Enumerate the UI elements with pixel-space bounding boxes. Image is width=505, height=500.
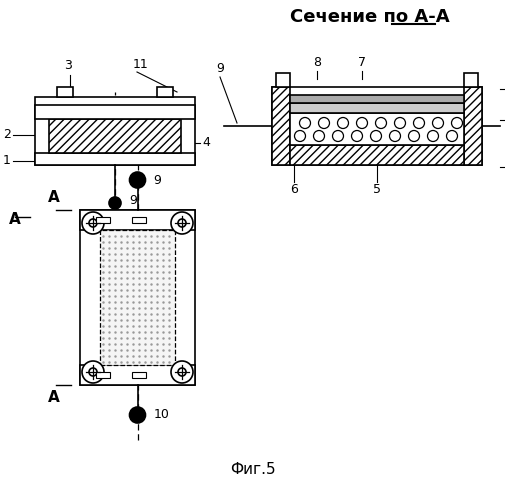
Circle shape [376,118,386,128]
Bar [80,365,195,385]
Bar [272,87,482,165]
Text: 8: 8 [313,56,321,69]
Circle shape [129,172,145,188]
Bar [49,119,181,153]
Text: 9: 9 [154,174,162,186]
Circle shape [332,130,343,141]
Text: 2: 2 [3,128,11,141]
Bar [96,217,110,223]
Bar [272,87,290,165]
Circle shape [394,118,406,128]
Text: A: A [48,390,60,404]
Circle shape [299,118,311,128]
Text: 5: 5 [373,183,381,196]
Circle shape [129,407,145,423]
Text: A: A [48,190,60,206]
Circle shape [89,368,97,376]
Text: 1: 1 [3,154,11,168]
Circle shape [357,118,368,128]
Circle shape [178,368,186,376]
Circle shape [178,219,186,227]
Circle shape [171,361,193,383]
Bar [57,87,73,97]
Circle shape [294,130,306,141]
Circle shape [82,212,104,234]
Bar [131,217,145,223]
Bar [131,372,145,378]
Text: 4: 4 [202,136,210,149]
Text: Сечение по А-А: Сечение по А-А [290,8,450,26]
Circle shape [89,219,97,227]
Bar [35,153,195,165]
Bar [35,105,195,119]
Circle shape [389,130,400,141]
Bar [290,113,464,145]
Circle shape [414,118,425,128]
Text: A: A [9,212,21,228]
Bar [290,95,464,103]
Bar [96,372,110,378]
Text: 7: 7 [358,56,366,69]
Circle shape [446,130,458,141]
Circle shape [314,130,325,141]
Bar [464,87,482,165]
Text: 10: 10 [154,408,169,422]
Text: 9: 9 [216,62,224,75]
Bar [157,87,173,97]
Circle shape [371,130,381,141]
Circle shape [319,118,329,128]
Text: 11: 11 [133,58,149,71]
Bar [290,103,464,113]
Text: 9: 9 [129,194,137,206]
Circle shape [432,118,443,128]
Circle shape [409,130,420,141]
Text: Фиг.5: Фиг.5 [230,462,276,477]
Circle shape [171,212,193,234]
Circle shape [451,118,463,128]
Bar [276,73,290,87]
Bar [80,210,195,230]
Bar [80,210,195,385]
Bar [100,230,175,365]
Text: 3: 3 [64,59,72,72]
Circle shape [109,197,121,209]
Circle shape [351,130,363,141]
Bar [464,73,478,87]
Bar [35,97,195,165]
Circle shape [337,118,348,128]
Text: 6: 6 [290,183,298,196]
Circle shape [82,361,104,383]
Bar [290,145,464,165]
Circle shape [428,130,438,141]
